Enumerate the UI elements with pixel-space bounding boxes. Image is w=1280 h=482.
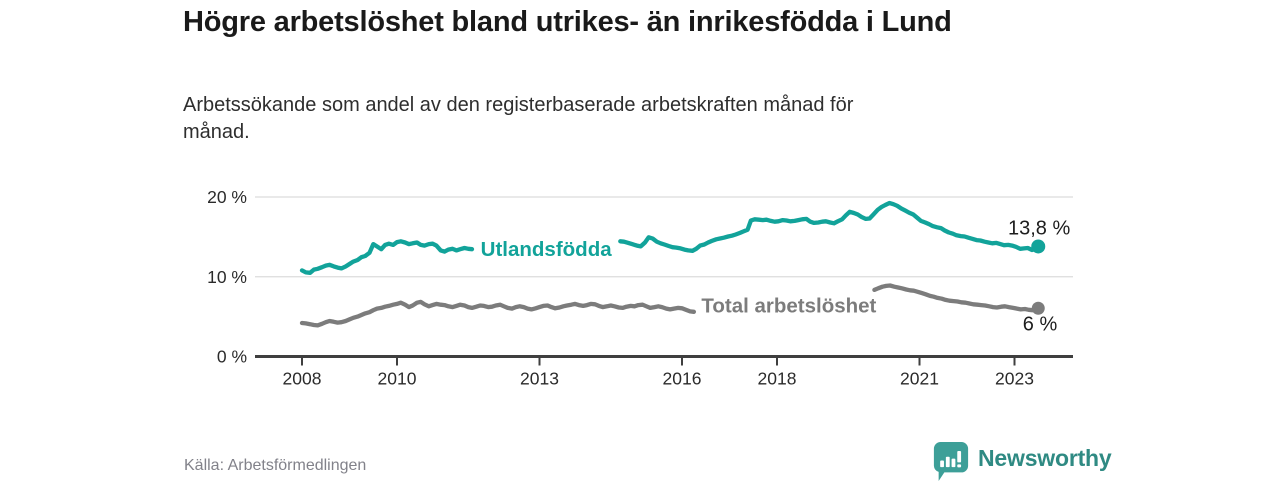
newsworthy-wordmark: Newsworthy [978, 444, 1112, 471]
chart-title: Högre arbetslöshet bland utrikes- än inr… [183, 6, 952, 38]
series-end-dot-utlandsfodda [1031, 239, 1046, 254]
series-end-value-label-utlandsfodda: 13,8 % [1008, 217, 1070, 239]
series-line-total-arbetsloshet [299, 299, 697, 328]
x-tick-label: 2013 [520, 369, 559, 389]
series-end-value-label-total-arbetsloshet: 6 % [1023, 313, 1058, 335]
series-inline-label-total-arbetsloshet: Total arbetslöshet [701, 294, 876, 317]
series-inline-label-utlandsfodda: Utlandsfödda [481, 238, 613, 261]
y-tick-label: 20 % [207, 187, 247, 207]
x-tick-label: 2016 [663, 369, 702, 389]
x-tick-label: 2010 [378, 369, 417, 389]
x-tick-label: 2021 [900, 369, 939, 389]
x-tick-label: 2008 [283, 369, 322, 389]
y-tick-label: 10 % [207, 267, 247, 287]
series-line-utlandsfodda [299, 239, 475, 275]
source-note: Källa: Arbetsförmedlingen [184, 457, 367, 474]
series-line-total-arbetsloshet [872, 283, 1041, 313]
y-tick-label: 0 % [217, 347, 247, 367]
x-tick-label: 2018 [758, 369, 797, 389]
series-line-utlandsfodda [618, 200, 1041, 253]
newsworthy-bubble-chart-icon [933, 442, 969, 481]
series-end-dot-total-arbetsloshet [1031, 301, 1045, 315]
x-tick-label: 2023 [995, 369, 1034, 389]
chart-subtitle: Arbetssökande som andel av den registerb… [183, 94, 854, 143]
newsworthy-logo: Newsworthy [932, 442, 1112, 481]
